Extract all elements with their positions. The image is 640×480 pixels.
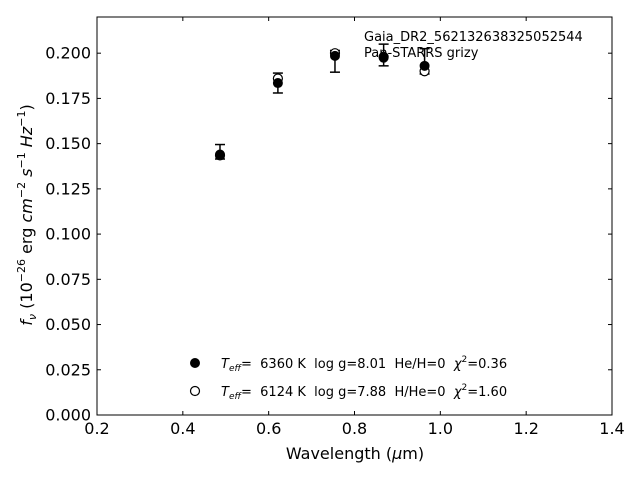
y-tick-label: 0.100 [45, 225, 91, 244]
legend-marker-open [189, 385, 201, 397]
y-tick-label: 0.175 [45, 89, 91, 108]
x-tick-label: 1.0 [428, 419, 453, 438]
y-tick-label: 0.125 [45, 179, 91, 198]
data-points [214, 48, 430, 161]
annotation-object-id: Gaia_DR2_562132638325052544 [364, 30, 583, 45]
axis-ticks [96, 17, 613, 416]
legend-entry-1: Teff= 6360 K log g=8.01 He/H=0 χ2=0.36 [221, 355, 507, 374]
y-tick-label: 0.050 [45, 315, 91, 334]
x-tick-label: 1.2 [513, 419, 538, 438]
legend-marker-filled [190, 358, 200, 368]
y-tick-label: 0.200 [45, 44, 91, 63]
annotation-survey: Pan-STARRS grizy [364, 46, 479, 61]
axis-tick-labels: 0.2 0.4 0.6 0.8 1.0 1.2 1.4 0.000 0.025 0.050 0.07… [45, 44, 625, 438]
y-tick-label: 0.000 [45, 406, 91, 425]
y-axis-label: fν (10−26 erg cm−2 s−1 Hz−1) [15, 104, 39, 325]
x-tick-label: 0.8 [342, 419, 367, 438]
filled-circle-point [329, 50, 340, 61]
y-tick-label: 0.075 [45, 270, 91, 289]
y-tick-label: 0.150 [45, 134, 91, 153]
x-tick-label: 0.2 [84, 419, 109, 438]
filled-circle-point [419, 60, 430, 71]
legend-entry-2: Teff= 6124 K log g=7.88 H/He=0 χ2=1.60 [221, 383, 507, 402]
x-tick-label: 0.6 [256, 419, 281, 438]
legend: Teff= 6360 K log g=8.01 He/H=0 χ2=0.36 T… [189, 355, 507, 402]
y-tick-label: 0.025 [45, 360, 91, 379]
x-tick-label: 0.4 [170, 419, 195, 438]
plot-frame [96, 16, 613, 416]
error-bars [214, 43, 430, 160]
x-axis-label: Wavelength (μm) [286, 444, 424, 463]
x-tick-label: 1.4 [599, 419, 624, 438]
filled-circle-point [272, 78, 283, 89]
filled-circle-point [378, 52, 389, 63]
filled-circle-point [214, 149, 225, 160]
